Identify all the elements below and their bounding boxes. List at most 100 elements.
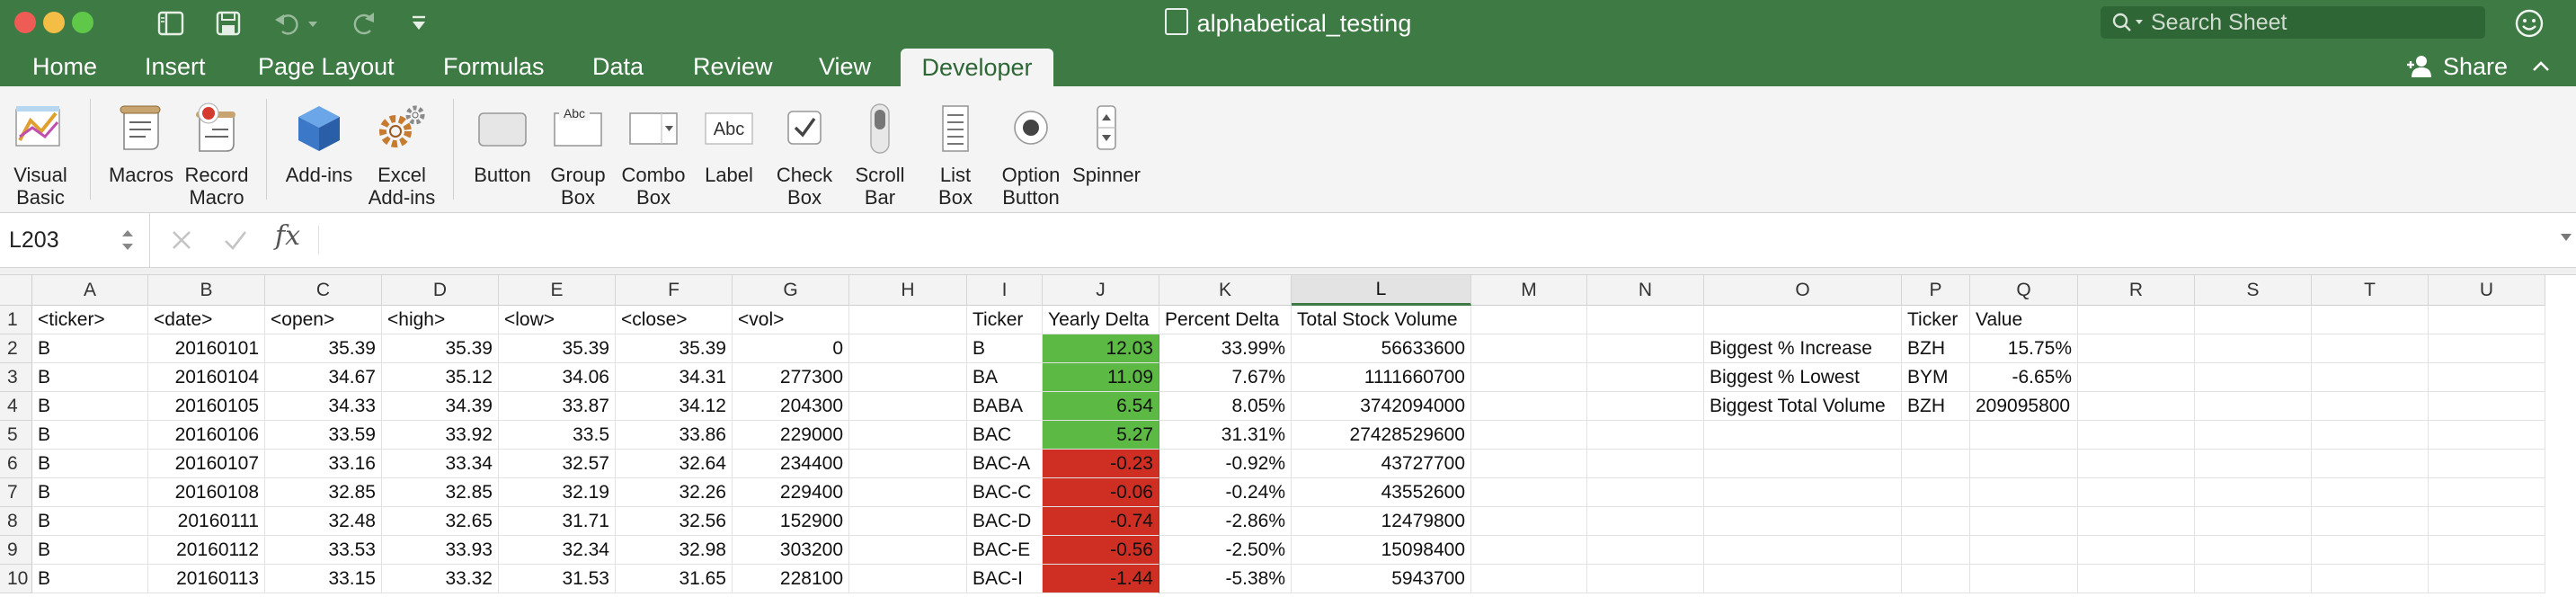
cell-q10[interactable] <box>1970 565 2078 593</box>
cell-j10[interactable]: -1.44 <box>1043 565 1159 593</box>
tab-insert[interactable]: Insert <box>145 53 206 80</box>
combo-box-button[interactable]: Combo Box <box>622 86 685 212</box>
cell-c4[interactable]: 34.33 <box>265 392 382 421</box>
cell-r5[interactable] <box>2078 421 2195 450</box>
cell-u10[interactable] <box>2429 565 2545 593</box>
cell-n9[interactable] <box>1587 536 1704 565</box>
cell-d3[interactable]: 35.12 <box>382 363 499 392</box>
tab-view[interactable]: View <box>819 53 872 80</box>
cell-a6[interactable]: B <box>32 450 148 478</box>
cell-j2[interactable]: 12.03 <box>1043 334 1159 363</box>
cell-u2[interactable] <box>2429 334 2545 363</box>
cell-r8[interactable] <box>2078 507 2195 536</box>
cell-g6[interactable]: 234400 <box>733 450 849 478</box>
cell-t4[interactable] <box>2312 392 2429 421</box>
row-header-3[interactable]: 3 <box>0 363 32 392</box>
cell-n5[interactable] <box>1587 421 1704 450</box>
cell-f3[interactable]: 34.31 <box>616 363 733 392</box>
cell-j5[interactable]: 5.27 <box>1043 421 1159 450</box>
cell-e3[interactable]: 34.06 <box>499 363 616 392</box>
tab-data[interactable]: Data <box>592 53 644 80</box>
check-box-button[interactable]: Check Box <box>773 86 836 212</box>
column-header-m[interactable]: M <box>1471 275 1587 306</box>
cell-r1[interactable] <box>2078 306 2195 334</box>
column-header-q[interactable]: Q <box>1970 275 2078 306</box>
cell-o10[interactable] <box>1704 565 1902 593</box>
cell-q3[interactable]: -6.65% <box>1970 363 2078 392</box>
cell-n10[interactable] <box>1587 565 1704 593</box>
cell-h5[interactable] <box>849 421 967 450</box>
column-header-d[interactable]: D <box>382 275 499 306</box>
save-icon[interactable] <box>212 7 244 40</box>
cell-u3[interactable] <box>2429 363 2545 392</box>
cell-k3[interactable]: 7.67% <box>1159 363 1292 392</box>
name-box-dropdown-icon[interactable] <box>119 224 137 256</box>
cell-b6[interactable]: 20160107 <box>148 450 265 478</box>
cell-p8[interactable] <box>1902 507 1970 536</box>
cell-a10[interactable]: B <box>32 565 148 593</box>
column-header-s[interactable]: S <box>2195 275 2312 306</box>
column-header-l[interactable]: L <box>1292 275 1471 306</box>
cell-u6[interactable] <box>2429 450 2545 478</box>
cell-g4[interactable]: 204300 <box>733 392 849 421</box>
cell-f2[interactable]: 35.39 <box>616 334 733 363</box>
cell-l3[interactable]: 1111660700 <box>1292 363 1471 392</box>
cell-b2[interactable]: 20160101 <box>148 334 265 363</box>
cell-t10[interactable] <box>2312 565 2429 593</box>
row-header-4[interactable]: 4 <box>0 392 32 421</box>
undo-dropdown-chevron-icon[interactable] <box>306 7 320 40</box>
tab-formulas[interactable]: Formulas <box>443 53 545 80</box>
cell-r3[interactable] <box>2078 363 2195 392</box>
column-header-n[interactable]: N <box>1587 275 1704 306</box>
cell-s2[interactable] <box>2195 334 2312 363</box>
cell-k1[interactable]: Percent Delta <box>1159 306 1292 334</box>
cell-e2[interactable]: 35.39 <box>499 334 616 363</box>
cell-e1[interactable]: <low> <box>499 306 616 334</box>
visual-basic-button[interactable]: Visual Basic <box>9 86 72 212</box>
cell-i3[interactable]: BA <box>967 363 1043 392</box>
cell-q4[interactable]: 209095800 <box>1970 392 2078 421</box>
cell-c10[interactable]: 33.15 <box>265 565 382 593</box>
row-header-6[interactable]: 6 <box>0 450 32 478</box>
cell-n6[interactable] <box>1587 450 1704 478</box>
cell-r6[interactable] <box>2078 450 2195 478</box>
cell-g8[interactable]: 152900 <box>733 507 849 536</box>
cell-g1[interactable]: <vol> <box>733 306 849 334</box>
cell-f1[interactable]: <close> <box>616 306 733 334</box>
cell-c8[interactable]: 32.48 <box>265 507 382 536</box>
cell-b7[interactable]: 20160108 <box>148 478 265 507</box>
cell-k8[interactable]: -2.86% <box>1159 507 1292 536</box>
cell-o9[interactable] <box>1704 536 1902 565</box>
cell-p3[interactable]: BYM <box>1902 363 1970 392</box>
scroll-bar-button[interactable]: Scroll Bar <box>848 86 911 212</box>
cell-e6[interactable]: 32.57 <box>499 450 616 478</box>
cell-i2[interactable]: B <box>967 334 1043 363</box>
cell-f8[interactable]: 32.56 <box>616 507 733 536</box>
tab-review[interactable]: Review <box>693 53 773 80</box>
cell-m4[interactable] <box>1471 392 1587 421</box>
cell-d8[interactable]: 32.65 <box>382 507 499 536</box>
cancel-entry-icon[interactable] <box>167 226 196 254</box>
row-header-10[interactable]: 10 <box>0 565 32 593</box>
cell-b1[interactable]: <date> <box>148 306 265 334</box>
cell-q7[interactable] <box>1970 478 2078 507</box>
cell-s7[interactable] <box>2195 478 2312 507</box>
cell-e4[interactable]: 33.87 <box>499 392 616 421</box>
cell-o4[interactable]: Biggest Total Volume <box>1704 392 1902 421</box>
cell-b9[interactable]: 20160112 <box>148 536 265 565</box>
cell-n2[interactable] <box>1587 334 1704 363</box>
cell-h3[interactable] <box>849 363 967 392</box>
cell-u5[interactable] <box>2429 421 2545 450</box>
record-macro-button[interactable]: Record Macro <box>185 86 248 212</box>
tab-page-layout[interactable]: Page Layout <box>258 53 395 80</box>
cell-n8[interactable] <box>1587 507 1704 536</box>
expand-formula-bar-chevron-icon[interactable] <box>2560 231 2572 244</box>
cell-a2[interactable]: B <box>32 334 148 363</box>
cell-m2[interactable] <box>1471 334 1587 363</box>
cell-b10[interactable]: 20160113 <box>148 565 265 593</box>
cell-b8[interactable]: 20160111 <box>148 507 265 536</box>
cell-k9[interactable]: -2.50% <box>1159 536 1292 565</box>
spinner-button[interactable]: Spinner <box>1072 86 1141 212</box>
cell-q9[interactable] <box>1970 536 2078 565</box>
cell-p7[interactable] <box>1902 478 1970 507</box>
